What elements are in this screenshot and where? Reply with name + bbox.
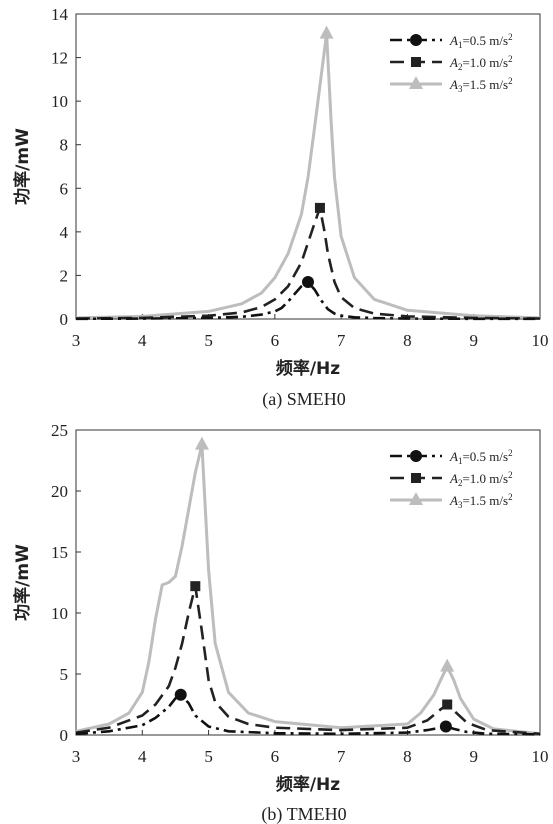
- legend-label-2: A2=1.0 m/s2: [449, 54, 513, 72]
- x-tick-label: 7: [337, 331, 346, 350]
- legend-label-3: A3=1.5 m/s2: [449, 492, 513, 510]
- legend-label-1: A1=0.5 m/s2: [449, 32, 513, 50]
- series-marker-3: [440, 658, 455, 672]
- series-marker-2: [314, 202, 325, 213]
- series-marker-1: [174, 688, 187, 701]
- x-tick-label: 4: [138, 331, 147, 350]
- series-marker-3: [194, 436, 209, 450]
- chart-panel-1: 3 4 5 6 7 8 9 10 0 5 10 15 20 25 频率/Hz 功率/mW (b) TMEH0 A1…: [12, 421, 549, 824]
- x-tick-label: 6: [271, 747, 280, 766]
- x-tick-label: 4: [138, 747, 147, 766]
- series-line-3: [75, 32, 541, 320]
- legend-label-2: A2=1.0 m/s2: [449, 470, 513, 488]
- y-tick-label: 10: [51, 604, 68, 623]
- series-marker-1: [302, 275, 314, 288]
- y-tick-label: 25: [51, 421, 68, 440]
- y-tick-label: 20: [51, 482, 68, 501]
- x-tick-label: 6: [271, 331, 280, 350]
- legend-marker-2: [411, 473, 421, 483]
- y-tick-label: 15: [51, 543, 68, 562]
- series-marker-3: [319, 25, 334, 39]
- series-marker-2: [442, 699, 453, 710]
- y-tick-label: 0: [60, 310, 69, 329]
- x-axis-label: 频率/Hz: [276, 358, 340, 379]
- y-tick-label: 10: [51, 92, 68, 111]
- legend-label-3: A3=1.5 m/s2: [449, 76, 513, 94]
- x-axis-label: 频率/Hz: [276, 774, 340, 795]
- chart-caption: (a) SMEH0: [262, 389, 346, 410]
- x-tick-label: 9: [469, 747, 478, 766]
- series-line-3: [75, 443, 541, 736]
- x-tick-label: 7: [337, 747, 346, 766]
- series-line-2: [75, 206, 541, 320]
- plot-frame: [75, 13, 541, 320]
- series-marker-2: [190, 581, 201, 592]
- y-axis-label: 功率/mW: [12, 544, 33, 621]
- x-tick-label: 5: [204, 331, 213, 350]
- x-tick-label: 8: [403, 747, 412, 766]
- y-tick-label: 14: [51, 5, 69, 24]
- chart-panel-0: 3 4 5 6 7 8 9 10 0 2 4 6 8 10 12 14 频率/Hz 功率/mW (a) SMEH0 A…: [12, 5, 549, 410]
- legend-marker-3: [409, 492, 423, 505]
- y-tick-label: 5: [60, 665, 69, 684]
- x-tick-label: 10: [532, 747, 549, 766]
- legend-label-1: A1=0.5 m/s2: [449, 448, 513, 466]
- y-tick-label: 2: [60, 266, 69, 285]
- x-tick-label: 10: [532, 331, 549, 350]
- x-tick-label: 8: [403, 331, 412, 350]
- legend-marker-1: [410, 450, 422, 462]
- x-tick-label: 3: [72, 747, 81, 766]
- legend-marker-2: [411, 57, 421, 67]
- plot-frame: [75, 429, 541, 736]
- legend-marker-3: [409, 76, 423, 89]
- y-tick-label: 8: [60, 136, 69, 155]
- x-tick-label: 5: [204, 747, 213, 766]
- legend-marker-1: [410, 34, 422, 46]
- x-tick-label: 9: [469, 331, 478, 350]
- y-tick-label: 6: [60, 179, 69, 198]
- series-marker-1: [439, 720, 452, 733]
- chart-caption: (b) TMEH0: [261, 804, 346, 824]
- y-tick-label: 0: [60, 726, 69, 745]
- y-tick-label: 12: [51, 49, 68, 68]
- x-tick-label: 3: [72, 331, 81, 350]
- y-axis-label: 功率/mW: [12, 128, 33, 205]
- y-tick-label: 4: [60, 223, 69, 242]
